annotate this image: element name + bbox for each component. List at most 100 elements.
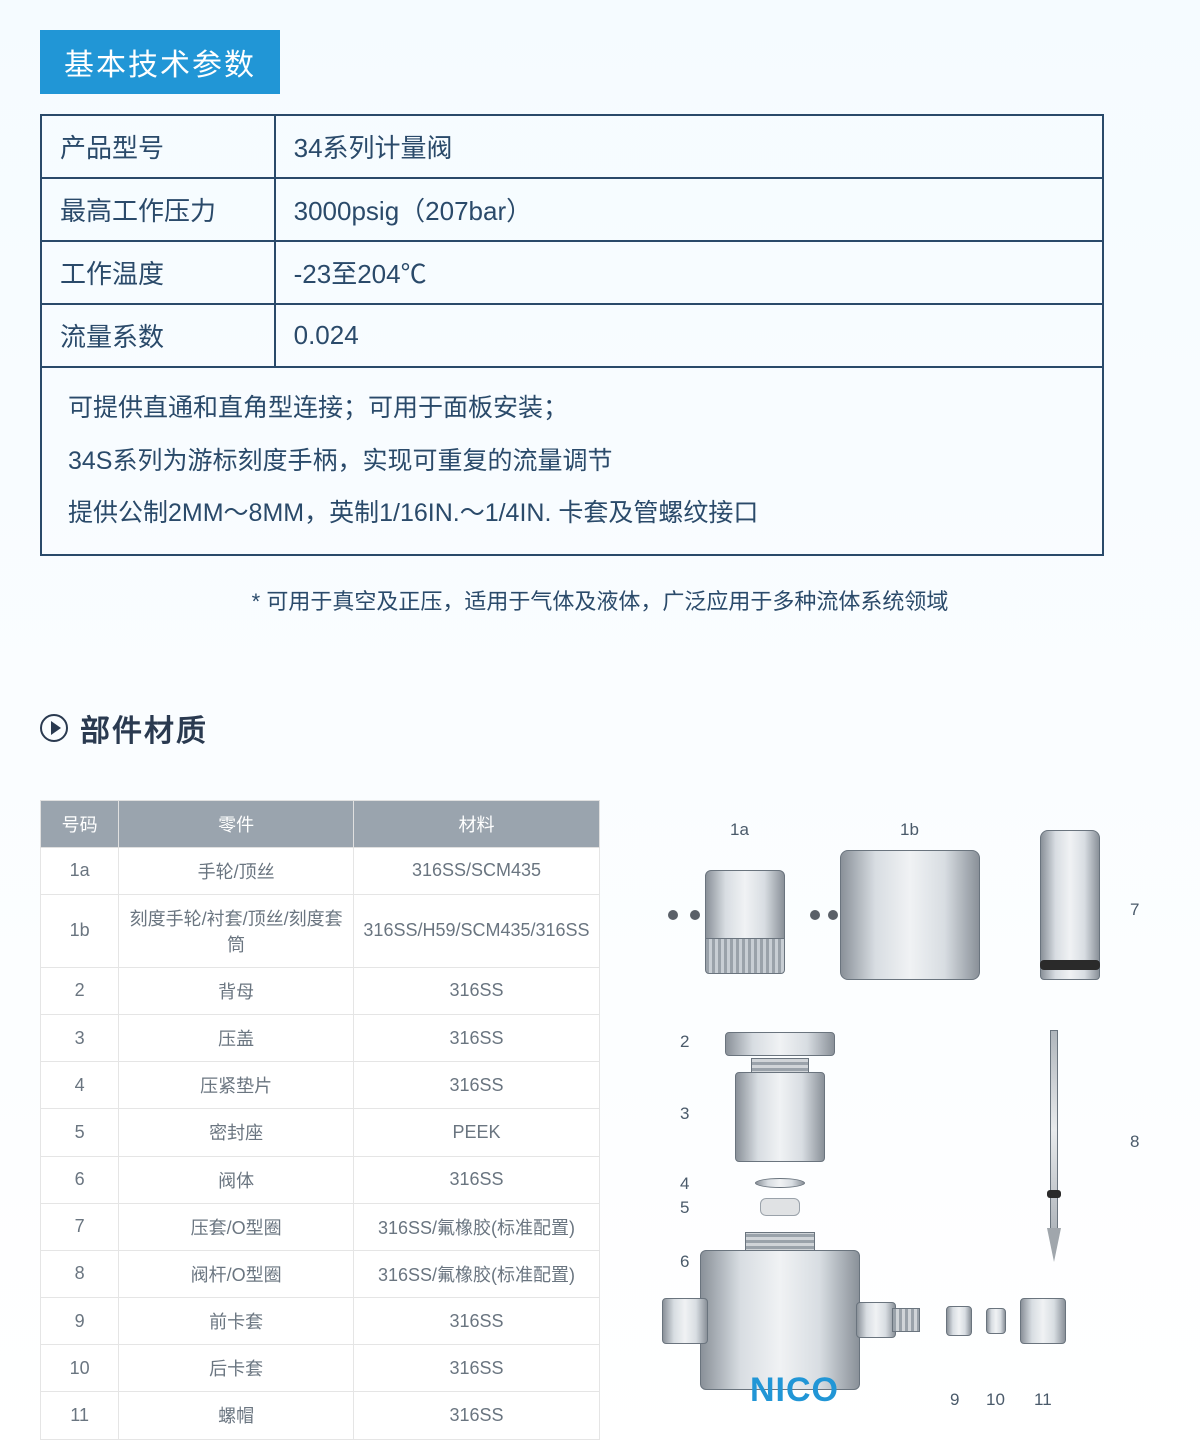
spec-table: 产品型号34系列计量阀 最高工作压力3000psig（207bar） 工作温度-… — [40, 114, 1104, 556]
diagram-label-9: 9 — [950, 1390, 959, 1410]
spec-label: 产品型号 — [41, 115, 275, 178]
table-row: 7压套/O型圈316SS/氟橡胶(标准配置) — [41, 1203, 600, 1250]
part-stem — [1050, 1030, 1058, 1230]
parts-cell: 316SS — [354, 967, 600, 1014]
table-row: 1b刻度手轮/衬套/顶丝/刻度套筒316SS/H59/SCM435/316SS — [41, 894, 600, 967]
parts-cell: 螺帽 — [119, 1392, 354, 1439]
part-gland — [735, 1072, 825, 1162]
table-row: 产品型号34系列计量阀 — [41, 115, 1103, 178]
parts-col-material: 材料 — [354, 800, 600, 847]
part-oring-icon — [1047, 1190, 1061, 1198]
table-row: 10后卡套316SS — [41, 1345, 600, 1392]
part-oring-icon — [1040, 960, 1100, 970]
spec-note-line: 34S系列为游标刻度手柄，实现可重复的流量调节 — [68, 435, 1076, 488]
parts-col-part: 零件 — [119, 800, 354, 847]
diagram-label-1a: 1a — [730, 820, 749, 840]
parts-cell: 316SS — [354, 1156, 600, 1203]
play-circle-icon — [40, 714, 68, 742]
parts-cell: 5 — [41, 1109, 119, 1156]
diagram-label-6: 6 — [680, 1252, 689, 1272]
spec-value: 0.024 — [275, 304, 1103, 367]
parts-cell: PEEK — [354, 1109, 600, 1156]
diagram-label-1b: 1b — [900, 820, 919, 840]
part-screw-icon — [810, 910, 820, 920]
part-valve-body — [700, 1250, 860, 1390]
parts-table: 号码 零件 材料 1a手轮/顶丝316SS/SCM4351b刻度手轮/衬套/顶丝… — [40, 800, 600, 1440]
parts-cell: 316SS/氟橡胶(标准配置) — [354, 1203, 600, 1250]
spec-value: -23至204℃ — [275, 241, 1103, 304]
part-washer — [755, 1178, 805, 1188]
parts-cell: 316SS — [354, 1392, 600, 1439]
parts-cell: 4 — [41, 1062, 119, 1109]
table-row: 3压盖316SS — [41, 1015, 600, 1062]
parts-cell: 316SS — [354, 1062, 600, 1109]
diagram-label-2: 2 — [680, 1032, 689, 1052]
footnote-text: * 可用于真空及正压，适用于气体及液体，广泛应用于多种流体系统领域 — [40, 584, 1160, 616]
spec-label: 流量系数 — [41, 304, 275, 367]
spec-note-line: 可提供直通和直角型连接；可用于面板安装； — [68, 382, 1076, 435]
table-row: 11螺帽316SS — [41, 1392, 600, 1439]
table-row: 1a手轮/顶丝316SS/SCM435 — [41, 847, 600, 894]
parts-cell: 前卡套 — [119, 1297, 354, 1344]
part-back-ferrule — [986, 1308, 1006, 1334]
spec-note-line: 提供公制2MM～8MM，英制1/16IN.～1/4IN. 卡套及管螺纹接口 — [68, 487, 1076, 540]
table-row: 5密封座PEEK — [41, 1109, 600, 1156]
spec-value: 34系列计量阀 — [275, 115, 1103, 178]
parts-cell: 阀杆/O型圈 — [119, 1250, 354, 1297]
parts-cell: 手轮/顶丝 — [119, 847, 354, 894]
spec-label: 工作温度 — [41, 241, 275, 304]
table-row: 可提供直通和直角型连接；可用于面板安装； 34S系列为游标刻度手柄，实现可重复的… — [41, 367, 1103, 555]
part-nut — [1020, 1298, 1066, 1344]
part-handwheel-knurl — [705, 938, 785, 974]
table-row: 2背母316SS — [41, 967, 600, 1014]
brand-logo: NICO — [750, 1371, 839, 1410]
parts-cell: 316SS/SCM435 — [354, 847, 600, 894]
diagram-label-8: 8 — [1130, 1132, 1139, 1152]
parts-cell: 背母 — [119, 967, 354, 1014]
parts-cell: 刻度手轮/衬套/顶丝/刻度套筒 — [119, 894, 354, 967]
part-screw-icon — [690, 910, 700, 920]
parts-cell: 7 — [41, 1203, 119, 1250]
section-header-basic-params: 基本技术参数 — [40, 30, 280, 94]
parts-cell: 压盖 — [119, 1015, 354, 1062]
diagram-label-3: 3 — [680, 1104, 689, 1124]
parts-cell: 6 — [41, 1156, 119, 1203]
parts-cell: 阀体 — [119, 1156, 354, 1203]
spec-value: 3000psig（207bar） — [275, 178, 1103, 241]
part-front-ferrule — [946, 1306, 972, 1336]
parts-cell: 316SS/H59/SCM435/316SS — [354, 894, 600, 967]
parts-cell: 316SS/氟橡胶(标准配置) — [354, 1250, 600, 1297]
table-row: 工作温度-23至204℃ — [41, 241, 1103, 304]
part-port-right — [856, 1302, 896, 1338]
table-row: 流量系数0.024 — [41, 304, 1103, 367]
part-seat — [760, 1198, 800, 1216]
diagram-label-7: 7 — [1130, 900, 1139, 920]
section-header-parts: 部件材质 — [40, 706, 1160, 750]
parts-cell: 11 — [41, 1392, 119, 1439]
parts-cell: 2 — [41, 967, 119, 1014]
parts-col-num: 号码 — [41, 800, 119, 847]
parts-cell: 密封座 — [119, 1109, 354, 1156]
parts-cell: 压套/O型圈 — [119, 1203, 354, 1250]
parts-cell: 3 — [41, 1015, 119, 1062]
part-scale-handwheel — [840, 850, 980, 980]
part-back-nut — [725, 1032, 835, 1056]
parts-cell: 8 — [41, 1250, 119, 1297]
parts-cell: 316SS — [354, 1297, 600, 1344]
spec-label: 最高工作压力 — [41, 178, 275, 241]
part-screw-icon — [668, 910, 678, 920]
parts-cell: 10 — [41, 1345, 119, 1392]
part-sleeve — [1040, 830, 1100, 980]
diagram-label-4: 4 — [680, 1174, 689, 1194]
diagram-label-5: 5 — [680, 1198, 689, 1218]
parts-cell: 压紧垫片 — [119, 1062, 354, 1109]
table-row: 最高工作压力3000psig（207bar） — [41, 178, 1103, 241]
table-row: 8阀杆/O型圈316SS/氟橡胶(标准配置) — [41, 1250, 600, 1297]
spec-notes: 可提供直通和直角型连接；可用于面板安装； 34S系列为游标刻度手柄，实现可重复的… — [41, 367, 1103, 555]
parts-cell: 9 — [41, 1297, 119, 1344]
section-header-parts-label: 部件材质 — [80, 706, 208, 750]
parts-cell: 316SS — [354, 1015, 600, 1062]
part-port-left — [662, 1298, 708, 1344]
parts-cell: 1b — [41, 894, 119, 967]
part-stem-tip — [1047, 1228, 1061, 1262]
